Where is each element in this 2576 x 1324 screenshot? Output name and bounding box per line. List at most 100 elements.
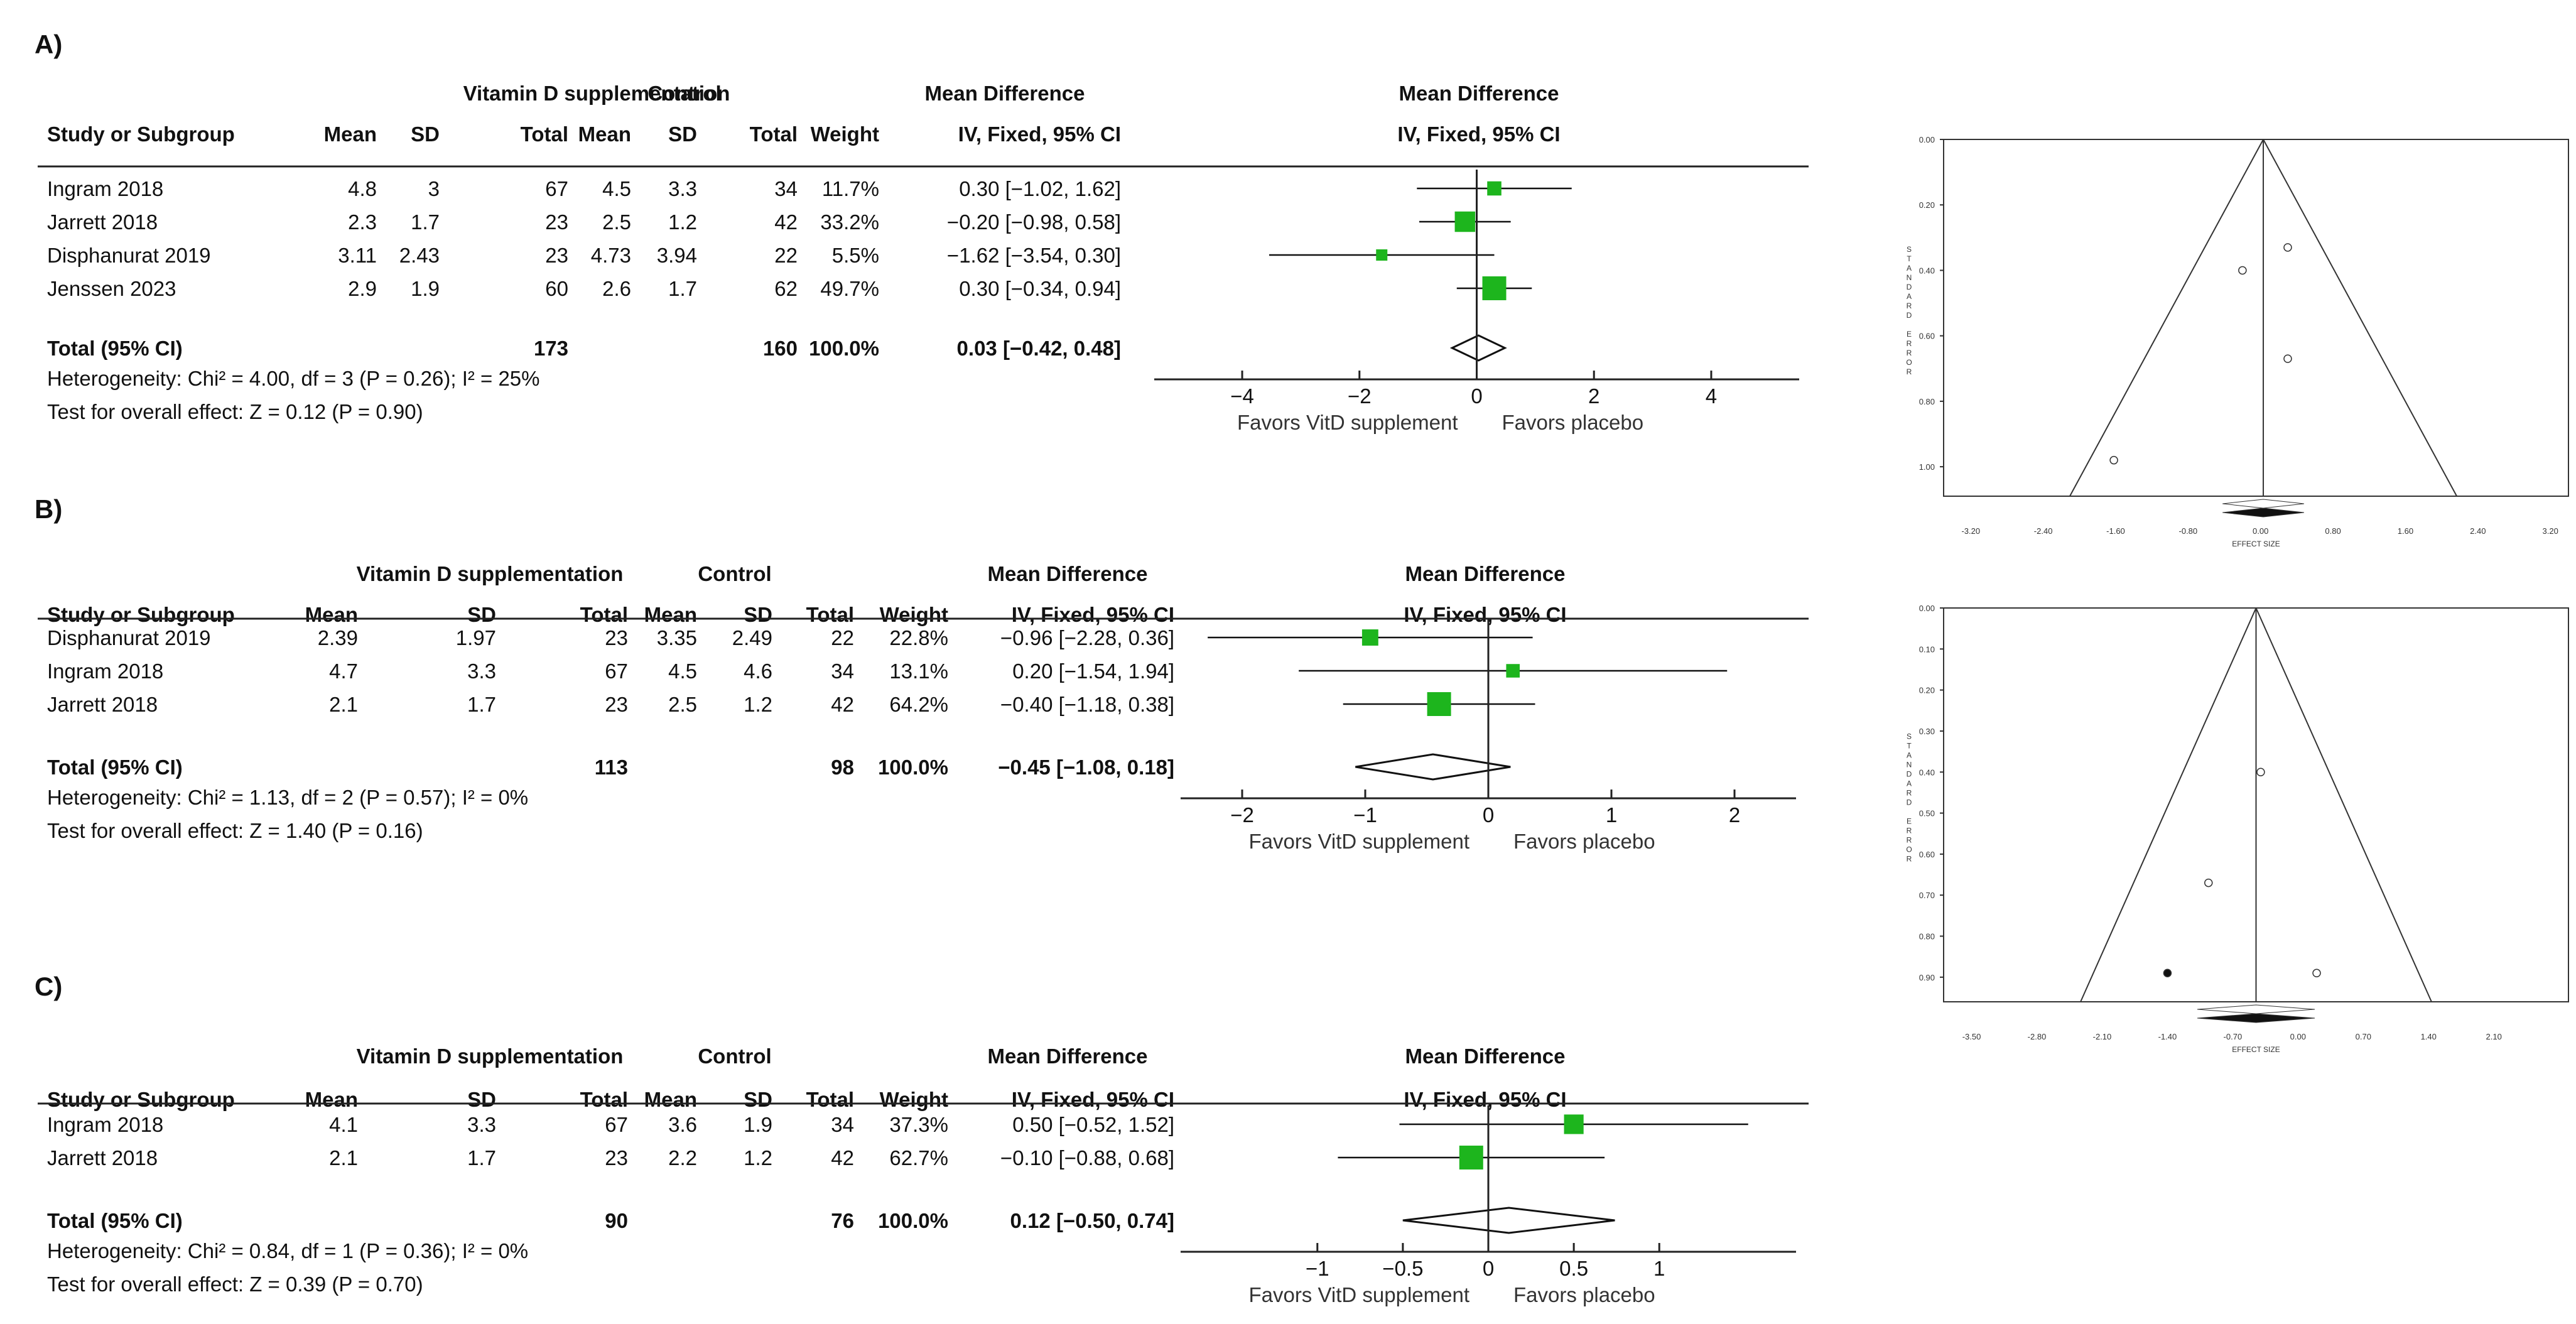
favors-right-label: Favors placebo xyxy=(1513,1283,1655,1306)
column-header: IV, Fixed, 95% CI xyxy=(1404,1088,1566,1111)
study-name: Disphanurat 2019 xyxy=(47,244,211,267)
overall-effect-text: Test for overall effect: Z = 1.40 (P = 0… xyxy=(47,819,423,842)
control-total-sum: 98 xyxy=(831,756,854,779)
study-ci: 0.30 [−0.34, 0.94] xyxy=(959,277,1121,300)
favors-left-label: Favors VitD supplement xyxy=(1237,411,1458,434)
x-tick-label: 0.70 xyxy=(2356,1032,2371,1041)
control-mean: 2.2 xyxy=(668,1146,697,1169)
study-weight: 5.5% xyxy=(832,244,879,267)
treatment-total: 23 xyxy=(605,1146,628,1169)
study-ci: −0.96 [−2.28, 0.36] xyxy=(1000,626,1174,649)
x-tick-label: 2.10 xyxy=(2486,1032,2502,1041)
funnel-left-line xyxy=(2080,607,2257,1002)
control-sd: 3.94 xyxy=(657,244,697,267)
column-header: IV, Fixed, 95% CI xyxy=(1397,122,1560,146)
control-total: 62 xyxy=(774,277,798,300)
summary-diamond xyxy=(2197,1013,2315,1023)
pooled-diamond xyxy=(1449,334,1507,362)
x-tick-label: 1 xyxy=(1606,803,1617,827)
column-header: Total xyxy=(750,122,798,146)
y-tick-label: 0.70 xyxy=(1919,891,1935,900)
summary-diamond xyxy=(2197,1004,2315,1014)
heterogeneity-text: Heterogeneity: Chi² = 1.13, df = 2 (P = … xyxy=(47,786,528,809)
group-header-effect: Mean Difference xyxy=(988,562,1148,585)
treatment-sd: 3.3 xyxy=(467,659,496,683)
panel-letter: C) xyxy=(35,972,62,1001)
column-header: Weight xyxy=(880,1088,948,1111)
total-label: Total (95% CI) xyxy=(47,1209,183,1232)
total-ci: −0.45 [−1.08, 0.18] xyxy=(998,756,1174,779)
y-tick-label: 0.40 xyxy=(1919,266,1935,275)
study-name: Jenssen 2023 xyxy=(47,277,176,300)
effect-square xyxy=(1459,1146,1483,1169)
x-axis-label: EFFECT SIZE xyxy=(2232,1045,2280,1054)
panel-letter: B) xyxy=(35,494,62,524)
study-name: Jarrett 2018 xyxy=(47,210,158,234)
column-header: SD xyxy=(411,122,440,146)
y-tick-label: 0.90 xyxy=(1919,973,1935,982)
study-ci: 0.30 [−1.02, 1.62] xyxy=(959,177,1121,200)
x-tick-label: 0.00 xyxy=(2253,526,2268,536)
treatment-mean: 4.8 xyxy=(348,177,377,200)
x-tick-label: −1 xyxy=(1306,1257,1329,1280)
effect-square xyxy=(1506,664,1520,678)
control-total-sum: 76 xyxy=(831,1209,854,1232)
y-tick-label: 0.80 xyxy=(1919,397,1935,406)
control-mean: 2.5 xyxy=(602,210,631,234)
column-header: SD xyxy=(467,1088,496,1111)
total-label: Total (95% CI) xyxy=(47,756,183,779)
y-tick-label: 0.50 xyxy=(1919,809,1935,818)
control-total: 34 xyxy=(831,659,854,683)
control-sd: 2.49 xyxy=(732,626,772,649)
control-mean: 3.6 xyxy=(668,1113,697,1136)
x-tick-label: -2.10 xyxy=(2093,1032,2112,1041)
control-total: 42 xyxy=(774,210,798,234)
treatment-sd: 2.43 xyxy=(399,244,440,267)
column-header: IV, Fixed, 95% CI xyxy=(1404,603,1566,626)
x-tick-label: -0.70 xyxy=(2224,1032,2243,1041)
study-point xyxy=(2238,266,2247,275)
study-ci: 0.50 [−0.52, 1.52] xyxy=(1012,1113,1174,1136)
column-header: Weight xyxy=(880,603,948,626)
effect-square xyxy=(1427,692,1451,716)
group-header-treatment: Vitamin D supplementation xyxy=(357,562,624,585)
column-header: SD xyxy=(467,603,496,626)
treatment-total: 23 xyxy=(545,210,568,234)
x-tick-label: −4 xyxy=(1230,384,1254,408)
treatment-mean: 2.1 xyxy=(329,1146,358,1169)
y-tick-label: 0.30 xyxy=(1919,727,1935,736)
control-sd: 1.2 xyxy=(744,1146,772,1169)
treatment-sd: 1.7 xyxy=(467,693,496,716)
treatment-sd: 1.97 xyxy=(456,626,496,649)
effect-square xyxy=(1454,211,1476,232)
control-total: 42 xyxy=(831,693,854,716)
favors-right-label: Favors placebo xyxy=(1513,830,1655,853)
treatment-mean: 4.7 xyxy=(329,659,358,683)
pooled-diamond xyxy=(1402,1207,1615,1234)
x-tick-label: -2.40 xyxy=(2034,526,2053,536)
treatment-total-sum: 90 xyxy=(605,1209,628,1232)
control-sd: 1.9 xyxy=(744,1113,772,1136)
group-header-control: Control xyxy=(647,82,721,105)
x-tick-label: -3.20 xyxy=(1961,526,1980,536)
study-ci: −1.62 [−3.54, 0.30] xyxy=(947,244,1121,267)
y-tick-label: 0.20 xyxy=(1919,200,1935,210)
study-weight: 37.3% xyxy=(889,1113,948,1136)
treatment-mean: 2.3 xyxy=(348,210,377,234)
control-total: 34 xyxy=(831,1113,854,1136)
funnel-plot-1: 0.00 0.20 0.40 0.60 0.80 1.00 -3.20 -2.40 -1.60 -… xyxy=(1906,135,2569,548)
treatment-total: 23 xyxy=(605,693,628,716)
study-name: Disphanurat 2019 xyxy=(47,626,211,649)
group-header-effect: Mean Difference xyxy=(925,82,1085,105)
control-sd: 1.2 xyxy=(668,210,697,234)
column-header: Total xyxy=(806,603,854,626)
x-tick-label: −2 xyxy=(1230,803,1254,827)
x-tick-label: -2.80 xyxy=(2028,1032,2047,1041)
treatment-total: 67 xyxy=(605,659,628,683)
control-total: 34 xyxy=(774,177,798,200)
column-header: Mean xyxy=(305,603,358,626)
control-total: 22 xyxy=(831,626,854,649)
study-point xyxy=(2283,354,2292,363)
x-tick-label: 2 xyxy=(1729,803,1740,827)
